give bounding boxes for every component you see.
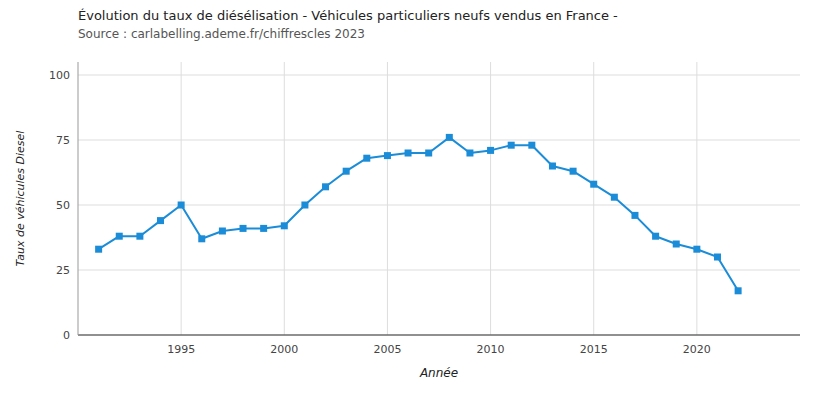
x-grid-line <box>696 62 697 335</box>
x-grid-line <box>387 62 388 335</box>
data-point <box>714 254 721 261</box>
y-grid-line <box>78 205 800 206</box>
data-point <box>343 168 350 175</box>
chart-container: Évolution du taux de diésélisation - Véh… <box>0 0 825 400</box>
data-point <box>116 233 123 240</box>
data-point <box>590 181 597 188</box>
y-grid-line <box>78 75 800 76</box>
data-point <box>281 222 288 229</box>
x-tick-label: 2000 <box>270 343 298 356</box>
y-tick-label: 75 <box>56 134 70 147</box>
data-point <box>219 228 226 235</box>
x-grid-line <box>284 62 285 335</box>
x-tick-label: 2015 <box>580 343 608 356</box>
y-grid-line <box>78 140 800 141</box>
x-grid-line <box>490 62 491 335</box>
data-point <box>446 134 453 141</box>
data-group <box>95 134 741 294</box>
data-point <box>528 142 535 149</box>
data-line <box>99 137 738 290</box>
data-point <box>95 246 102 253</box>
data-point <box>425 150 432 157</box>
data-point <box>363 155 370 162</box>
x-tick-label: 2010 <box>477 343 505 356</box>
data-point <box>240 225 247 232</box>
data-point <box>405 150 412 157</box>
data-point <box>735 287 742 294</box>
data-point <box>508 142 515 149</box>
x-tick-label: 2020 <box>683 343 711 356</box>
y-tick-label: 25 <box>56 264 70 277</box>
y-axis-label: Taux de véhicules Diesel <box>14 131 27 267</box>
data-point <box>549 163 556 170</box>
x-grid-line <box>181 62 182 335</box>
data-point <box>260 225 267 232</box>
x-axis-label: Année <box>419 366 458 380</box>
y-tick-label: 50 <box>56 199 70 212</box>
data-point <box>178 202 185 209</box>
y-axis-line <box>78 62 79 335</box>
x-tick-label: 2005 <box>373 343 401 356</box>
data-point <box>611 194 618 201</box>
data-point <box>652 233 659 240</box>
data-point <box>487 147 494 154</box>
data-point <box>631 212 638 219</box>
y-tick-label: 100 <box>49 69 70 82</box>
data-point <box>384 152 391 159</box>
data-point <box>198 235 205 242</box>
y-grid-line <box>78 335 800 336</box>
x-axis-line <box>78 334 800 335</box>
data-point <box>466 150 473 157</box>
data-point <box>157 217 164 224</box>
data-point <box>136 233 143 240</box>
data-point <box>322 183 329 190</box>
data-point <box>301 202 308 209</box>
data-point <box>570 168 577 175</box>
data-point <box>693 246 700 253</box>
title: Évolution du taux de diésélisation - Véh… <box>78 8 618 23</box>
subtitle: Source : carlabelling.ademe.fr/chiffresc… <box>78 27 365 41</box>
x-tick-label: 1995 <box>167 343 195 356</box>
chart-svg: Évolution du taux de diésélisation - Véh… <box>0 0 825 400</box>
y-tick-label: 0 <box>63 329 70 342</box>
grid <box>78 62 800 335</box>
x-grid-line <box>593 62 594 335</box>
data-point <box>673 241 680 248</box>
y-grid-line <box>78 270 800 271</box>
